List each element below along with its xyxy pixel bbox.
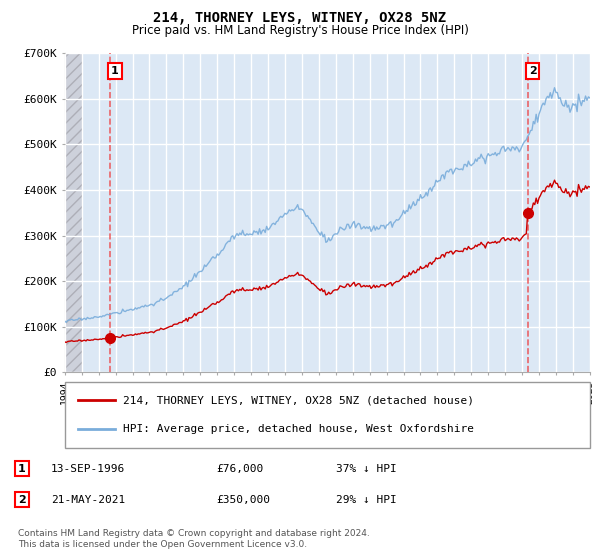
Text: 2: 2 <box>529 66 536 76</box>
Text: £76,000: £76,000 <box>216 464 263 474</box>
Text: £350,000: £350,000 <box>216 494 270 505</box>
Text: 21-MAY-2021: 21-MAY-2021 <box>51 494 125 505</box>
FancyBboxPatch shape <box>65 382 590 448</box>
Text: 1: 1 <box>18 464 26 474</box>
Text: 1: 1 <box>111 66 119 76</box>
Text: 214, THORNEY LEYS, WITNEY, OX28 5NZ (detached house): 214, THORNEY LEYS, WITNEY, OX28 5NZ (det… <box>122 395 473 405</box>
Bar <box>65 53 82 372</box>
Text: 2: 2 <box>18 494 26 505</box>
Text: 29% ↓ HPI: 29% ↓ HPI <box>336 494 397 505</box>
Text: HPI: Average price, detached house, West Oxfordshire: HPI: Average price, detached house, West… <box>122 424 473 435</box>
Text: 214, THORNEY LEYS, WITNEY, OX28 5NZ: 214, THORNEY LEYS, WITNEY, OX28 5NZ <box>154 11 446 25</box>
Text: 37% ↓ HPI: 37% ↓ HPI <box>336 464 397 474</box>
Text: Contains HM Land Registry data © Crown copyright and database right 2024.
This d: Contains HM Land Registry data © Crown c… <box>18 529 370 549</box>
Text: 13-SEP-1996: 13-SEP-1996 <box>51 464 125 474</box>
Text: Price paid vs. HM Land Registry's House Price Index (HPI): Price paid vs. HM Land Registry's House … <box>131 24 469 36</box>
